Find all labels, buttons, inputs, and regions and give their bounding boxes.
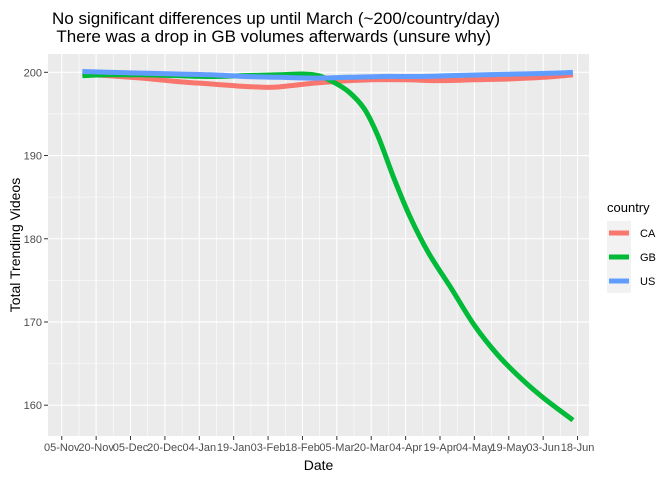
- x-tick-label: 05-Dec: [113, 442, 149, 454]
- series-line-us: [82, 68, 574, 81]
- legend-label-us: US: [640, 276, 655, 288]
- x-tick-label: 04-Jan: [182, 442, 216, 454]
- x-tick-label: 18-Jun: [561, 442, 595, 454]
- x-tick-label: 19-Apr: [423, 442, 456, 454]
- series-line-ca: [82, 71, 574, 90]
- grid-minor: [48, 54, 589, 436]
- x-tick-label: 03-Feb: [251, 442, 286, 454]
- x-tick-label: 20-Mar: [354, 442, 389, 454]
- x-tick-label: 05-Mar: [319, 442, 354, 454]
- legend-title: country: [607, 200, 650, 215]
- grid-major: [48, 54, 589, 436]
- y-tick-label: 160: [24, 400, 42, 412]
- y-tick-label: 190: [24, 151, 42, 163]
- y-axis: 160 170 180 190 200: [24, 67, 48, 412]
- y-tick-label: 200: [24, 67, 42, 79]
- x-tick-label: 03-Jun: [526, 442, 560, 454]
- x-tick-label: 04-Apr: [389, 442, 422, 454]
- x-tick-label: 19-May: [490, 442, 527, 454]
- chart-title: No significant differences up until Marc…: [52, 9, 500, 28]
- plot-panel: [48, 54, 589, 436]
- x-tick-label: 19-Jan: [217, 442, 251, 454]
- y-axis-title: Total Trending Videos: [7, 178, 23, 312]
- x-tick-label: 20-Dec: [147, 442, 183, 454]
- legend: country CA GB US: [607, 200, 656, 293]
- x-axis-title: Date: [304, 457, 334, 473]
- x-tick-label: 05-Nov: [44, 442, 80, 454]
- legend-label-ca: CA: [640, 228, 656, 240]
- series-lines: [82, 68, 575, 423]
- y-tick-label: 180: [24, 234, 42, 246]
- chart-subtitle: There was a drop in GB volumes afterward…: [52, 27, 491, 46]
- legend-label-gb: GB: [640, 252, 656, 264]
- x-tick-label: 04-May: [456, 442, 493, 454]
- x-tick-label: 18-Feb: [285, 442, 320, 454]
- y-tick-label: 170: [24, 317, 42, 329]
- x-tick-label: 20-Nov: [78, 442, 114, 454]
